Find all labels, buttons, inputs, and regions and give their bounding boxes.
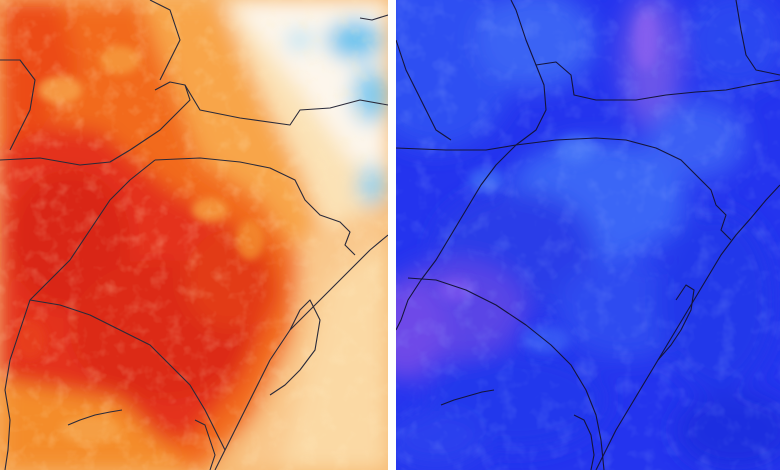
border-top-right	[359, 14, 388, 21]
border-north	[0, 81, 191, 166]
border-center	[154, 157, 356, 256]
state-borders-cold	[396, 0, 780, 470]
lagoon-mirim	[194, 419, 216, 470]
border-top-right	[735, 0, 780, 76]
river-south	[67, 409, 123, 426]
border-south	[407, 277, 605, 470]
border-north-2	[149, 0, 181, 81]
border-northeast	[184, 84, 388, 126]
lagoon-patos	[657, 284, 695, 361]
state-borders	[0, 0, 388, 470]
border-center	[515, 137, 732, 241]
border-west-north	[396, 39, 452, 141]
warm-anomaly-map	[0, 0, 388, 470]
coastline	[595, 184, 780, 470]
river-south	[440, 389, 495, 406]
lagoon-mirim	[573, 414, 595, 470]
border-south	[29, 299, 226, 451]
border-west	[396, 144, 517, 331]
warm-map-canvas	[0, 0, 388, 470]
image-divider	[388, 0, 396, 470]
cold-anomaly-map	[396, 0, 780, 470]
lagoon-patos	[269, 299, 321, 396]
border-north	[396, 61, 780, 151]
border-west-north	[0, 59, 36, 151]
border-north-2	[510, 0, 537, 66]
cold-map-canvas	[396, 0, 780, 470]
